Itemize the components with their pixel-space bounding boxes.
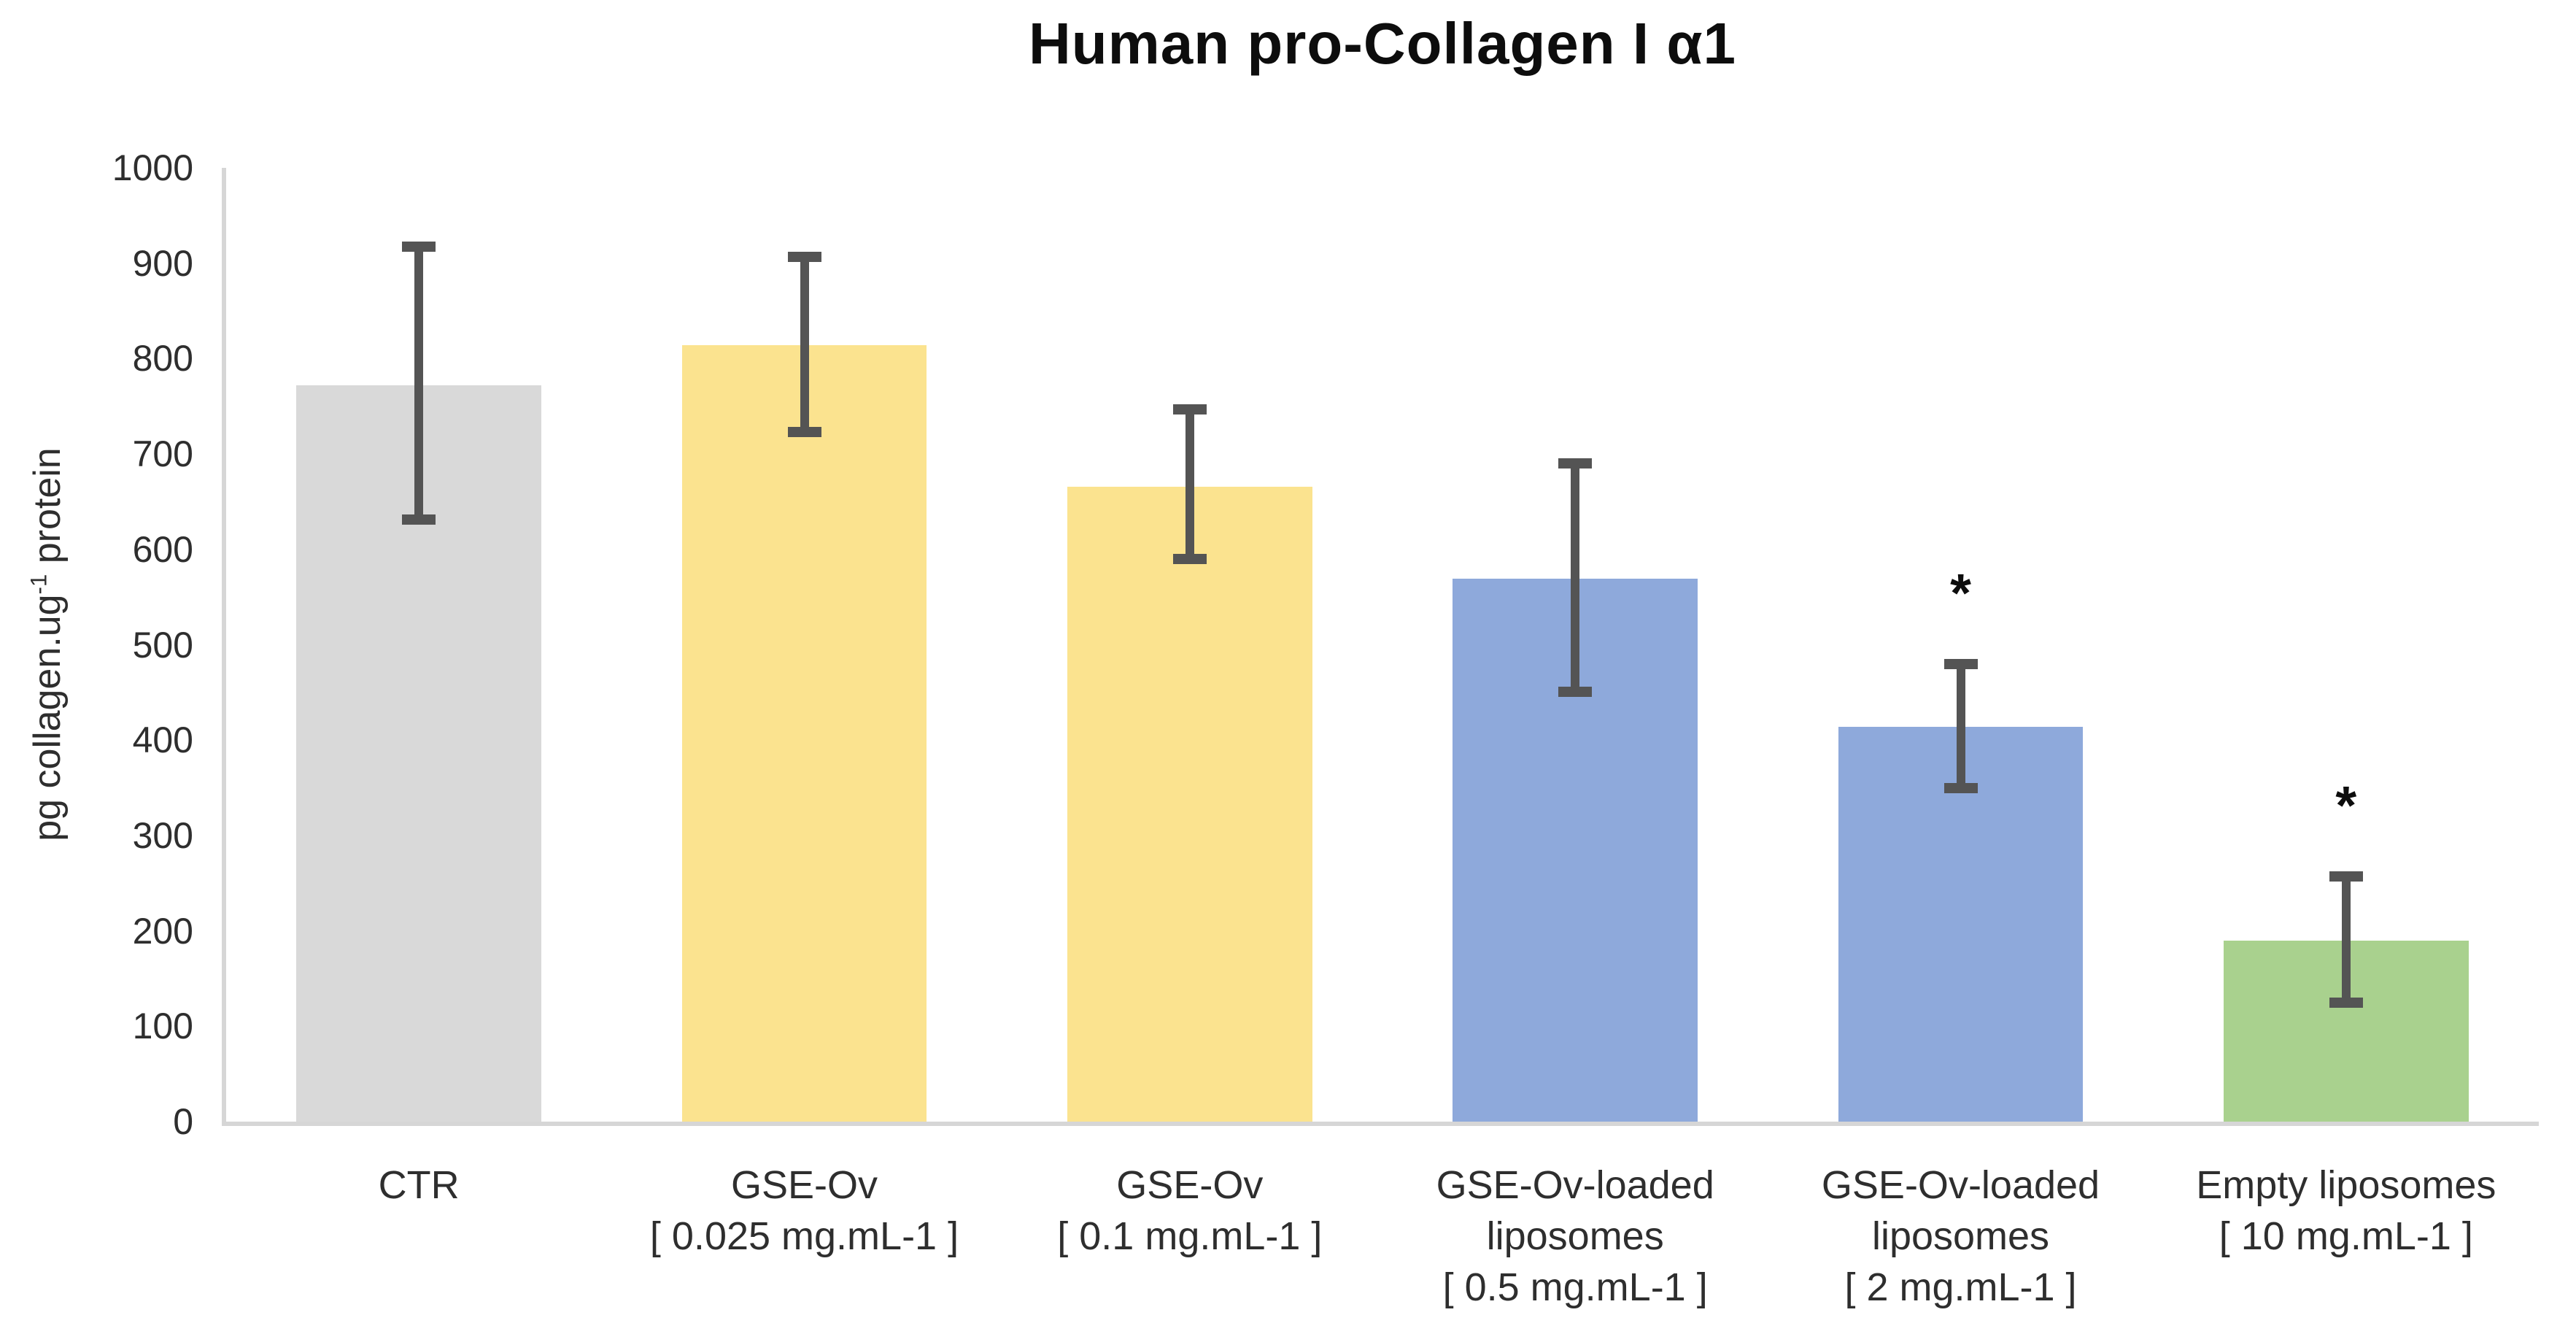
category-label-line: [ 10 mg.mL-1 ] bbox=[2219, 1214, 2473, 1258]
error-bar-cap-bottom bbox=[787, 427, 821, 438]
error-bar-cap-bottom bbox=[1172, 553, 1207, 564]
category-label: Empty liposomes [ 10 mg.mL-1 ] bbox=[2196, 1160, 2496, 1262]
y-tick-label: 400 bbox=[132, 720, 193, 761]
y-tick-label: 1000 bbox=[112, 147, 193, 188]
error-bar-cap-top bbox=[1943, 658, 1978, 669]
error-bar-cap-top bbox=[402, 242, 436, 252]
y-axis-title: pg collagen.ug-1 protein bbox=[26, 447, 69, 841]
category-label-line: CTR bbox=[378, 1163, 460, 1207]
category-label-line: GSE-Ov bbox=[730, 1163, 878, 1207]
error-bar-cap-bottom bbox=[402, 514, 436, 525]
y-tick-label: 0 bbox=[173, 1101, 193, 1142]
category-label-line: liposomes bbox=[1871, 1214, 2050, 1258]
category-label: GSE-Ov [ 0.025 mg.mL-1 ] bbox=[650, 1160, 959, 1262]
category-label-line: Empty liposomes bbox=[2196, 1163, 2496, 1207]
error-bar-cap-top bbox=[787, 251, 821, 262]
category-label: GSE-Ov-loaded liposomes [ 0.5 mg.mL-1 ] bbox=[1436, 1160, 1714, 1313]
category-label: GSE-Ov-loaded liposomes [ 2 mg.mL-1 ] bbox=[1822, 1160, 2100, 1313]
error-bar-whisker bbox=[800, 256, 809, 433]
error-bar-cap-top bbox=[1172, 404, 1207, 414]
y-tick-label: 900 bbox=[132, 242, 193, 284]
category-label: GSE-Ov [ 0.1 mg.mL-1 ] bbox=[1057, 1160, 1322, 1262]
bar bbox=[1067, 486, 1312, 1122]
y-axis-title-suffix: protein bbox=[26, 447, 69, 574]
plot-area: 0 100 200 300 400 500 600 700 800 900 1000 * * CTR G… bbox=[112, 147, 2539, 1309]
error-bar-whisker bbox=[1571, 463, 1580, 692]
category-label-line: GSE-Ov-loaded bbox=[1436, 1163, 1714, 1207]
y-tick-label: 100 bbox=[132, 1006, 193, 1047]
error-bar-whisker bbox=[1185, 409, 1194, 559]
category-label-line: [ 0.5 mg.mL-1 ] bbox=[1442, 1265, 1708, 1309]
error-bar-whisker bbox=[414, 247, 424, 520]
y-tick-label: 200 bbox=[132, 910, 193, 952]
x-axis-line bbox=[222, 1122, 2539, 1126]
chart-title: Human pro-Collagen I α1 bbox=[1028, 11, 1737, 76]
y-axis-title-prefix: pg collagen.ug bbox=[26, 594, 69, 841]
error-bar-whisker bbox=[1956, 663, 1965, 788]
category-label-line: [ 0.1 mg.mL-1 ] bbox=[1057, 1214, 1323, 1258]
y-axis-line bbox=[222, 168, 226, 1126]
y-axis-title-superscript: -1 bbox=[26, 574, 52, 595]
category-label-line: liposomes bbox=[1486, 1214, 1664, 1258]
bar bbox=[681, 345, 927, 1122]
error-bar-cap-bottom bbox=[1558, 686, 1593, 697]
significance-asterisk: * bbox=[2335, 775, 2357, 836]
category-label-line: [ 2 mg.mL-1 ] bbox=[1844, 1265, 2077, 1309]
category-label-line: [ 0.025 mg.mL-1 ] bbox=[649, 1214, 959, 1258]
y-tick-label: 300 bbox=[132, 814, 193, 856]
y-tick-label: 800 bbox=[132, 338, 193, 379]
y-tick-label: 700 bbox=[132, 433, 193, 475]
category-label: CTR bbox=[379, 1160, 460, 1211]
error-bar-cap-bottom bbox=[1943, 782, 1978, 793]
y-tick-label: 600 bbox=[132, 528, 193, 570]
y-tick-label: 500 bbox=[132, 624, 193, 666]
error-bar-cap-top bbox=[1558, 458, 1593, 469]
error-bar-cap-bottom bbox=[2329, 997, 2363, 1008]
significance-asterisk: * bbox=[1950, 562, 1971, 623]
category-label-line: GSE-Ov-loaded bbox=[1821, 1163, 2100, 1207]
error-bar-whisker bbox=[2341, 876, 2351, 1003]
error-bar-cap-top bbox=[2329, 871, 2363, 882]
category-label-line: GSE-Ov bbox=[1116, 1163, 1264, 1207]
